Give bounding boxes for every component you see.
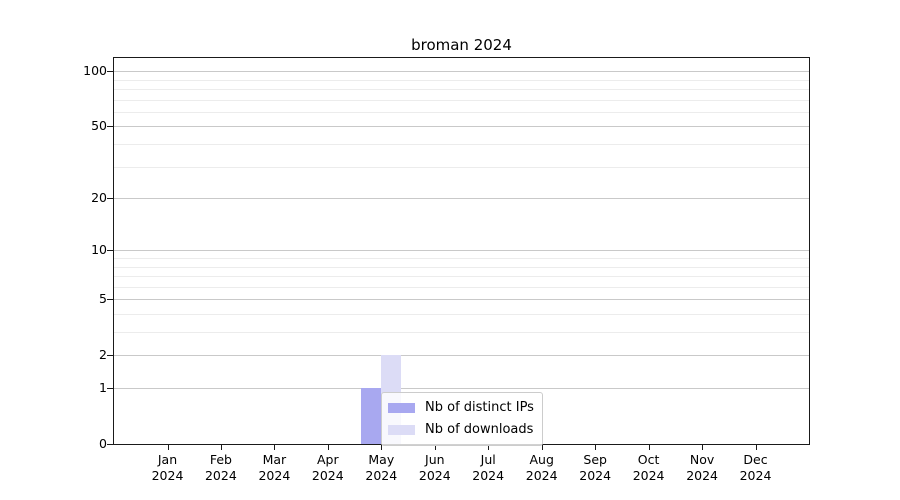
y-tick-label: 2 xyxy=(99,347,107,363)
legend-label-distinct-ips: Nb of distinct IPs xyxy=(425,400,534,415)
x-tick-mark xyxy=(274,445,276,450)
x-tick-label: May 2024 xyxy=(365,452,398,483)
x-tick-mark xyxy=(220,445,222,450)
x-tick-mark xyxy=(595,445,597,450)
gridline-major xyxy=(114,126,809,128)
legend-swatch-distinct-ips-icon xyxy=(388,402,415,413)
gridline-major xyxy=(114,71,809,73)
legend-label-downloads: Nb of downloads xyxy=(425,422,534,437)
y-tick-mark xyxy=(107,299,113,301)
gridline-minor xyxy=(114,266,809,268)
gridline-major xyxy=(114,299,809,301)
y-tick-label: 5 xyxy=(99,291,107,307)
gridline-minor xyxy=(114,166,809,168)
y-tick-mark xyxy=(107,71,113,73)
y-tick-label: 10 xyxy=(91,242,107,258)
x-tick-mark xyxy=(755,445,757,450)
gridline-major xyxy=(114,355,809,357)
x-tick-mark xyxy=(541,445,543,450)
gridline-minor xyxy=(114,332,809,333)
gridline-minor xyxy=(114,99,809,101)
y-tick-mark xyxy=(107,250,113,252)
x-tick-mark xyxy=(327,445,329,450)
gridline-minor xyxy=(114,258,809,259)
y-tick-mark xyxy=(107,198,113,200)
y-tick-mark xyxy=(107,355,113,357)
y-tick-mark xyxy=(107,444,113,445)
gridline-major xyxy=(114,250,809,252)
legend-swatch-downloads-icon xyxy=(388,424,415,435)
y-tick-mark xyxy=(107,388,113,389)
x-tick-mark xyxy=(488,445,490,450)
x-tick-label: Aug 2024 xyxy=(525,452,558,483)
x-tick-label: Apr 2024 xyxy=(311,452,344,483)
x-tick-mark xyxy=(167,445,169,450)
x-tick-mark xyxy=(381,445,383,450)
gridline-minor xyxy=(114,79,809,81)
gridline-minor xyxy=(114,112,809,113)
x-tick-label: Nov 2024 xyxy=(686,452,718,483)
x-tick-label: Jan 2024 xyxy=(151,452,184,483)
x-tick-mark xyxy=(434,445,436,450)
gridline-minor xyxy=(114,276,809,277)
gridline-minor xyxy=(114,89,809,91)
gridline-minor xyxy=(114,286,809,288)
x-tick-label: Jun 2024 xyxy=(418,452,451,483)
x-tick-mark xyxy=(648,445,650,450)
gridline-minor xyxy=(114,314,809,315)
x-tick-label: Feb 2024 xyxy=(204,452,237,483)
gridline-minor xyxy=(114,144,809,146)
y-tick-label: 20 xyxy=(91,190,107,206)
x-tick-label: Oct 2024 xyxy=(632,452,665,483)
legend-item-distinct-ips: Nb of distinct IPs xyxy=(388,398,534,417)
plot-area xyxy=(113,57,810,445)
chart-title: broman 2024 xyxy=(411,36,512,54)
x-tick-label: Sep 2024 xyxy=(579,452,612,483)
gridline-major xyxy=(114,198,809,200)
legend-item-downloads: Nb of downloads xyxy=(388,420,534,439)
x-tick-mark xyxy=(702,445,704,450)
x-tick-label: Dec 2024 xyxy=(739,452,772,483)
y-tick-label: 0 xyxy=(99,436,107,451)
y-tick-label: 100 xyxy=(83,63,107,79)
legend: Nb of distinct IPs Nb of downloads xyxy=(381,392,543,446)
x-tick-label: Mar 2024 xyxy=(258,452,291,483)
x-tick-label: Jul 2024 xyxy=(472,452,505,483)
y-tick-label: 50 xyxy=(91,118,107,134)
y-tick-mark xyxy=(107,126,113,128)
bar-distinct-ips xyxy=(361,388,382,444)
gridline-major xyxy=(114,388,809,389)
y-tick-label: 1 xyxy=(99,380,107,395)
